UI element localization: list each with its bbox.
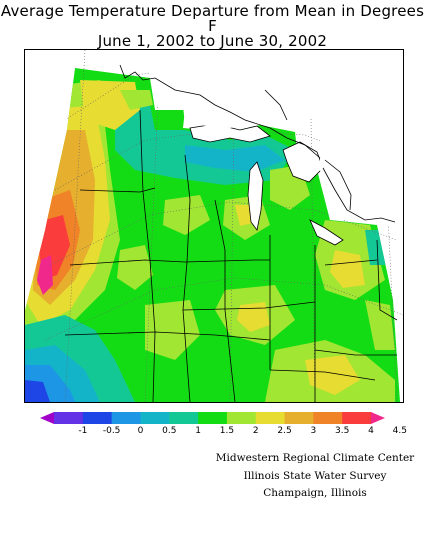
legend-swatch: [226, 412, 257, 424]
credit-center: Midwestern Regional Climate Center: [215, 452, 415, 464]
legend-tick-label: 3.5: [335, 426, 350, 436]
legend-swatch: [82, 412, 113, 424]
legend-tick-label: 4.5: [392, 426, 407, 436]
temperature-map: [24, 49, 404, 403]
legend-swatch: [140, 412, 170, 424]
legend-swatch: [284, 412, 314, 424]
legend-tick-label: 2: [252, 426, 259, 436]
legend-arrow-low: [40, 412, 54, 424]
legend-tick-label: 0.5: [162, 426, 177, 436]
color-legend-bar: [40, 412, 385, 424]
legend-tick-label: 1: [195, 426, 201, 436]
legend-swatch: [169, 412, 199, 424]
legend-tick-label: -1: [78, 426, 88, 436]
state-borders: [64, 109, 398, 402]
legend-tick-label: 4: [368, 426, 374, 436]
legend-swatch: [255, 412, 286, 424]
credit-location: Champaign, Illinois: [263, 487, 367, 499]
legend-swatch: [198, 412, 228, 424]
legend-swatch: [342, 412, 372, 424]
temperature-map-graphic: [25, 50, 403, 402]
legend-swatch: [54, 412, 84, 424]
title-line-2: June 1, 2002 to June 30, 2002: [97, 32, 328, 50]
legend-tick-label: 2.5: [277, 426, 292, 436]
legend-arrow-high: [371, 412, 385, 424]
legend-tick-label: 1.5: [219, 426, 235, 436]
credit-survey: Illinois State Water Survey: [243, 470, 387, 482]
map-title: Average Temperature Departure from Mean …: [0, 4, 425, 49]
legend-swatch: [111, 412, 141, 424]
legend-tick-label: 0: [137, 426, 144, 436]
title-line-1: Average Temperature Departure from Mean …: [0, 2, 425, 35]
great-lakes: [25, 50, 403, 310]
coastlines: [119, 64, 396, 223]
legend-tick-label: 3: [310, 426, 317, 436]
legend-tick-label: -0.5: [102, 426, 121, 436]
legend-swatch: [313, 412, 343, 424]
